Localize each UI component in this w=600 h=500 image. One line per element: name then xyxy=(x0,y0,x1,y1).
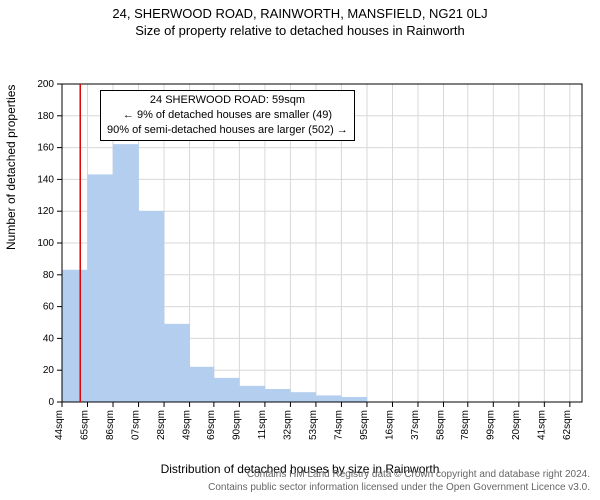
page-title-subtitle: Size of property relative to detached ho… xyxy=(0,21,600,40)
svg-text:358sqm: 358sqm xyxy=(435,410,446,440)
svg-text:40: 40 xyxy=(43,333,55,344)
svg-text:180: 180 xyxy=(37,111,54,122)
svg-text:100: 100 xyxy=(37,238,54,249)
annotation-box: 24 SHERWOOD ROAD: 59sqm ← 9% of detached… xyxy=(100,90,355,141)
svg-text:128sqm: 128sqm xyxy=(156,410,167,440)
svg-text:295sqm: 295sqm xyxy=(359,410,370,440)
svg-text:420sqm: 420sqm xyxy=(511,410,522,440)
annotation-line1: 24 SHERWOOD ROAD: 59sqm xyxy=(107,93,348,108)
svg-text:399sqm: 399sqm xyxy=(485,410,496,440)
annotation-line3: 90% of semi-detached houses are larger (… xyxy=(107,123,348,138)
y-axis-label: Number of detached properties xyxy=(4,85,18,250)
svg-text:140: 140 xyxy=(37,174,54,185)
svg-text:190sqm: 190sqm xyxy=(231,410,242,440)
svg-text:65sqm: 65sqm xyxy=(80,410,91,440)
svg-text:378sqm: 378sqm xyxy=(460,410,471,440)
svg-text:253sqm: 253sqm xyxy=(308,410,319,440)
svg-text:120: 120 xyxy=(37,206,54,217)
chart-container: Number of detached properties 0 20 40 60 80 1… xyxy=(0,40,600,460)
svg-text:462sqm: 462sqm xyxy=(562,410,573,440)
svg-text:169sqm: 169sqm xyxy=(206,410,217,440)
page-title-address: 24, SHERWOOD ROAD, RAINWORTH, MANSFIELD,… xyxy=(0,0,600,21)
footer-line2: Contains public sector information licen… xyxy=(208,482,590,495)
svg-text:211sqm: 211sqm xyxy=(257,410,268,440)
annotation-line2: ← 9% of detached houses are smaller (49) xyxy=(107,108,348,123)
svg-text:0: 0 xyxy=(48,397,54,408)
svg-text:149sqm: 149sqm xyxy=(182,410,193,440)
svg-text:160: 160 xyxy=(37,143,54,154)
svg-text:44sqm: 44sqm xyxy=(54,410,65,440)
svg-text:80: 80 xyxy=(43,270,55,281)
svg-text:86sqm: 86sqm xyxy=(105,410,116,440)
svg-text:274sqm: 274sqm xyxy=(333,410,344,440)
svg-text:107sqm: 107sqm xyxy=(131,410,142,440)
footer-line1: Contains HM Land Registry data © Crown c… xyxy=(208,469,590,482)
svg-text:441sqm: 441sqm xyxy=(536,410,547,440)
footer-attribution: Contains HM Land Registry data © Crown c… xyxy=(208,469,590,494)
svg-text:60: 60 xyxy=(43,302,55,313)
svg-text:316sqm: 316sqm xyxy=(384,410,395,440)
svg-text:232sqm: 232sqm xyxy=(282,410,293,440)
svg-text:20: 20 xyxy=(43,365,55,376)
svg-text:337sqm: 337sqm xyxy=(410,410,421,440)
svg-text:200: 200 xyxy=(37,79,54,90)
